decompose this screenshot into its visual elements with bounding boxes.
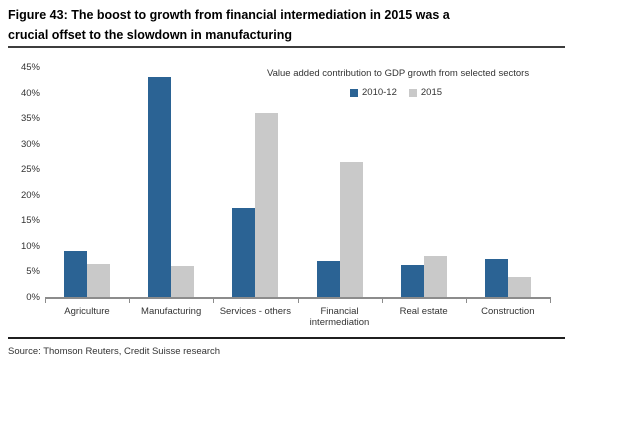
bar-2010-12-financial-intermediation (316, 261, 340, 297)
legend-swatch-icon (408, 88, 417, 97)
x-axis-tick (45, 297, 46, 303)
y-axis-tick-label: 35% (20, 113, 40, 125)
y-axis-tick-label: 20% (20, 189, 40, 201)
x-axis-tick (129, 297, 131, 303)
x-axis-category-label: Agriculture (64, 306, 110, 317)
legend-label: 2010-12 (362, 87, 397, 98)
bar-2010-12-services-others (232, 208, 256, 297)
chart-subtitle: Value added contribution to GDP growth f… (267, 68, 530, 79)
y-axis-tick-label: 30% (20, 138, 40, 150)
x-axis-tick (465, 297, 467, 303)
y-axis-tick-label: 10% (20, 240, 40, 252)
legend-item-2010-12: 2010-12 (350, 87, 397, 98)
x-axis-tick (213, 297, 215, 303)
y-axis-tick-label: 15% (20, 215, 40, 227)
bar-2015-manufacturing (171, 266, 195, 297)
x-axis-category-label: Real estate (399, 306, 448, 317)
x-axis-category-label: Manufacturing (141, 306, 202, 317)
figure-title-line2: crucial offset to the slowdown in manufa… (8, 28, 293, 42)
bar-chart: Value added contribution to GDP growth f… (0, 50, 640, 340)
figure-title: Figure 43: The boost to growth from fina… (8, 5, 568, 45)
x-axis-tick (381, 297, 383, 303)
bar-2010-12-construction (484, 259, 508, 297)
figure-title-line1: Figure 43: The boost to growth from fina… (8, 8, 450, 22)
source-note: Source: Thomson Reuters, Credit Suisse r… (8, 346, 221, 357)
y-axis-tick-label: 45% (20, 62, 40, 73)
bar-2015-agriculture (87, 264, 111, 297)
y-axis-tick-label: 5% (26, 266, 40, 278)
y-axis-tick-label: 0% (26, 292, 40, 303)
y-axis-tick-label: 40% (20, 87, 40, 99)
x-axis-category-label: Financial intermediation (309, 306, 370, 328)
x-axis-tick (550, 297, 551, 303)
legend-swatch-icon (350, 88, 358, 97)
x-axis-category-label: Services - others (219, 306, 291, 317)
x-axis-category-label: Construction (481, 306, 535, 317)
bar-2015-financial-intermediation (339, 162, 363, 297)
bar-2015-real-estate (423, 256, 447, 297)
legend-label: 2015 (420, 87, 443, 98)
legend-item-2015: 2015 (408, 87, 443, 98)
x-axis-tick (297, 297, 299, 303)
bar-2010-12-manufacturing (148, 77, 172, 297)
bar-2010-12-real-estate (400, 265, 424, 297)
bar-2015-construction (507, 277, 531, 297)
title-underline-rule (8, 46, 565, 48)
bar-2010-12-agriculture (64, 251, 88, 297)
chart-legend: 2010-12 2015 (350, 87, 442, 98)
bar-2015-services-others (255, 113, 279, 297)
y-axis-tick-label: 25% (20, 164, 40, 176)
source-divider-rule (8, 337, 565, 339)
